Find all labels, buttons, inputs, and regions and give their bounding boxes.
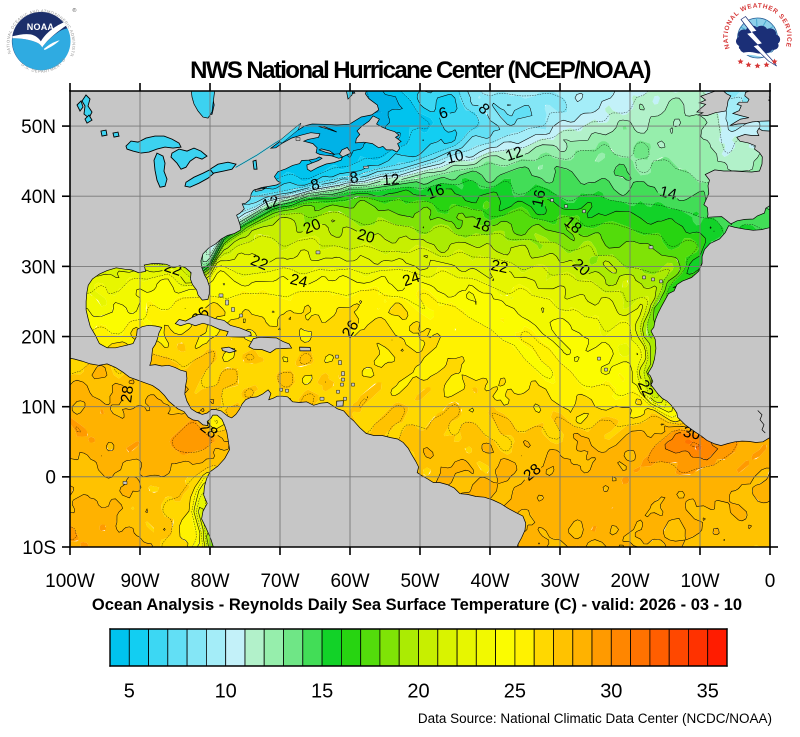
svg-text:Ocean Analysis - Reynolds Dail: Ocean Analysis - Reynolds Daily Sea Surf… [92, 596, 742, 614]
svg-text:®: ® [72, 7, 76, 14]
svg-text:NOAA: NOAA [27, 22, 55, 32]
svg-text:14: 14 [658, 183, 679, 204]
svg-text:16: 16 [529, 188, 549, 208]
svg-text:50W: 50W [400, 571, 439, 592]
svg-text:0: 0 [45, 468, 56, 489]
svg-text:30W: 30W [540, 571, 579, 592]
svg-text:15: 15 [311, 680, 333, 702]
svg-text:12: 12 [503, 144, 525, 166]
svg-text:12: 12 [260, 192, 282, 214]
svg-text:30: 30 [600, 680, 622, 702]
svg-text:22: 22 [489, 257, 509, 277]
svg-text:60W: 60W [330, 571, 369, 592]
svg-text:16: 16 [425, 181, 447, 203]
svg-text:25: 25 [504, 680, 526, 702]
svg-text:8: 8 [348, 169, 359, 187]
svg-text:24: 24 [400, 269, 422, 291]
svg-text:50N: 50N [21, 117, 56, 138]
svg-text:20N: 20N [21, 327, 56, 348]
svg-text:5: 5 [124, 680, 135, 702]
svg-text:70W: 70W [260, 571, 299, 592]
svg-text:40N: 40N [21, 187, 56, 208]
svg-text:40W: 40W [470, 571, 509, 592]
svg-text:80W: 80W [190, 571, 229, 592]
svg-text:20: 20 [407, 680, 429, 702]
svg-text:26: 26 [339, 317, 363, 341]
svg-text:35: 35 [697, 680, 719, 702]
svg-text:20: 20 [301, 216, 324, 238]
svg-text:18: 18 [471, 214, 493, 236]
svg-text:10: 10 [445, 147, 466, 168]
svg-text:10: 10 [215, 680, 237, 702]
svg-text:100W: 100W [45, 571, 95, 592]
svg-text:Data Source: National Climatic: Data Source: National Climatic Data Cent… [418, 711, 772, 726]
svg-text:8: 8 [309, 176, 322, 195]
svg-text:10N: 10N [21, 398, 56, 419]
svg-text:NWS National Hurricane Center: NWS National Hurricane Center (NCEP/NOAA… [190, 57, 650, 84]
svg-text:0: 0 [765, 571, 776, 592]
svg-text:22: 22 [634, 377, 657, 400]
svg-text:22: 22 [248, 252, 270, 274]
svg-text:20: 20 [355, 226, 376, 247]
svg-text:20W: 20W [610, 571, 649, 592]
svg-text:90W: 90W [120, 571, 159, 592]
svg-text:10S: 10S [22, 538, 56, 559]
svg-text:10W: 10W [680, 571, 719, 592]
svg-text:24: 24 [288, 271, 309, 292]
svg-text:28: 28 [118, 384, 137, 403]
svg-text:30N: 30N [21, 257, 56, 278]
svg-text:12: 12 [382, 171, 400, 189]
